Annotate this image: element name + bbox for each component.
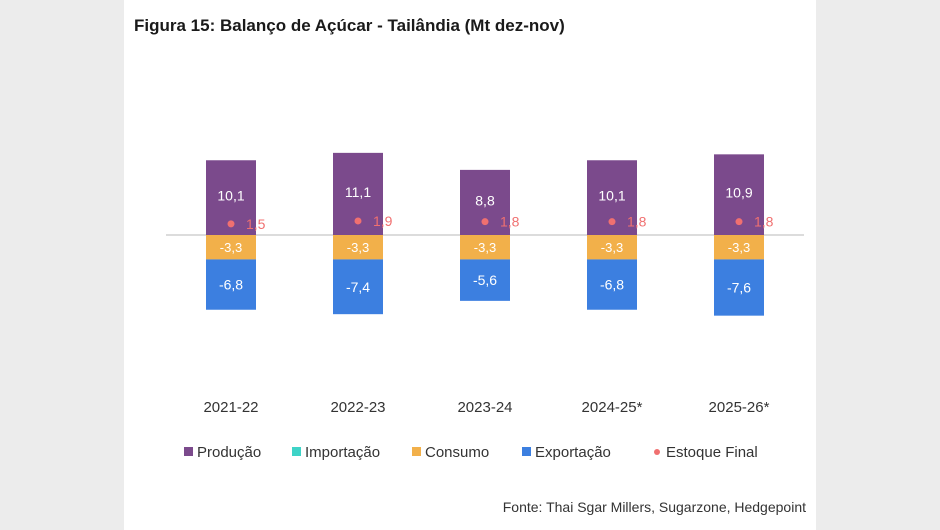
x-tick-2022-23: 2022-23 (330, 399, 385, 416)
label-estoque-2022-23: 1,9 (373, 213, 393, 229)
point-estoque-2023-24 (481, 218, 489, 226)
label-exportacao-2024-25*: -6,8 (600, 277, 624, 293)
label-exportacao-2025-26*: -7,6 (727, 280, 751, 296)
label-consumo-2021-22: -3,3 (220, 240, 242, 255)
legend-marker-4 (654, 449, 660, 455)
bar-consumo-2024-25* (587, 235, 637, 260)
point-estoque-2021-22 (227, 220, 235, 228)
label-consumo-2023-24: -3,3 (474, 240, 496, 255)
label-producao-2025-26*: 10,9 (725, 185, 752, 201)
bar-consumo-2022-23 (333, 235, 383, 260)
legend-label-2: Consumo (425, 444, 489, 461)
label-exportacao-2021-22: -6,8 (219, 277, 243, 293)
x-tick-2023-24: 2023-24 (457, 399, 512, 416)
bar-exportacao-2023-24 (460, 259, 510, 301)
bar-exportacao-2024-25* (587, 259, 637, 310)
legend-label-0: Produção (197, 444, 261, 461)
point-estoque-2024-25* (608, 218, 616, 226)
legend-marker-1 (292, 447, 301, 456)
x-tick-2021-22: 2021-22 (203, 399, 258, 416)
source-note: Fonte: Thai Sgar Millers, Sugarzone, Hed… (502, 499, 806, 515)
label-estoque-2021-22: 1,5 (246, 216, 266, 232)
label-estoque-2024-25*: 1,8 (627, 214, 647, 230)
legend-label-1: Importação (305, 444, 380, 461)
label-producao-2022-23: 11,1 (345, 184, 371, 200)
bar-consumo-2025-26* (714, 235, 764, 260)
legend-label-3: Exportação (535, 444, 611, 461)
bar-exportacao-2025-26* (714, 259, 764, 316)
label-producao-2024-25*: 10,1 (598, 188, 625, 204)
bar-consumo-2023-24 (460, 235, 510, 260)
x-tick-2025-26*: 2025-26* (709, 399, 770, 416)
bar-consumo-2021-22 (206, 235, 256, 260)
stacked-bar-chart: 10,1 -3,3 -6,8 1,5 2021-22 11,1 -3,3 -7,4 1,9 202… (166, 152, 804, 461)
bar-exportacao-2021-22 (206, 259, 256, 310)
x-tick-2024-25*: 2024-25* (582, 399, 643, 416)
point-estoque-2022-23 (354, 217, 362, 225)
label-producao-2021-22: 10,1 (217, 188, 244, 204)
legend-marker-2 (412, 447, 421, 456)
legend-marker-3 (522, 447, 531, 456)
label-consumo-2022-23: -3,3 (347, 240, 369, 255)
label-exportacao-2022-23: -7,4 (346, 279, 370, 295)
bar-exportacao-2022-23 (333, 259, 383, 315)
label-exportacao-2023-24: -5,6 (473, 272, 497, 288)
label-producao-2023-24: 8,8 (475, 192, 495, 208)
label-consumo-2025-26*: -3,3 (728, 240, 750, 255)
legend-label-4: Estoque Final (666, 444, 758, 461)
chart-title: Figura 15: Balanço de Açúcar - Tailândia… (134, 16, 565, 35)
label-estoque-2025-26*: 1,8 (754, 214, 774, 230)
label-estoque-2023-24: 1,8 (500, 214, 520, 230)
point-estoque-2025-26* (735, 218, 743, 226)
chart-panel: Figura 15: Balanço de Açúcar - Tailândia… (124, 0, 816, 530)
legend-marker-0 (184, 447, 193, 456)
label-consumo-2024-25*: -3,3 (601, 240, 623, 255)
